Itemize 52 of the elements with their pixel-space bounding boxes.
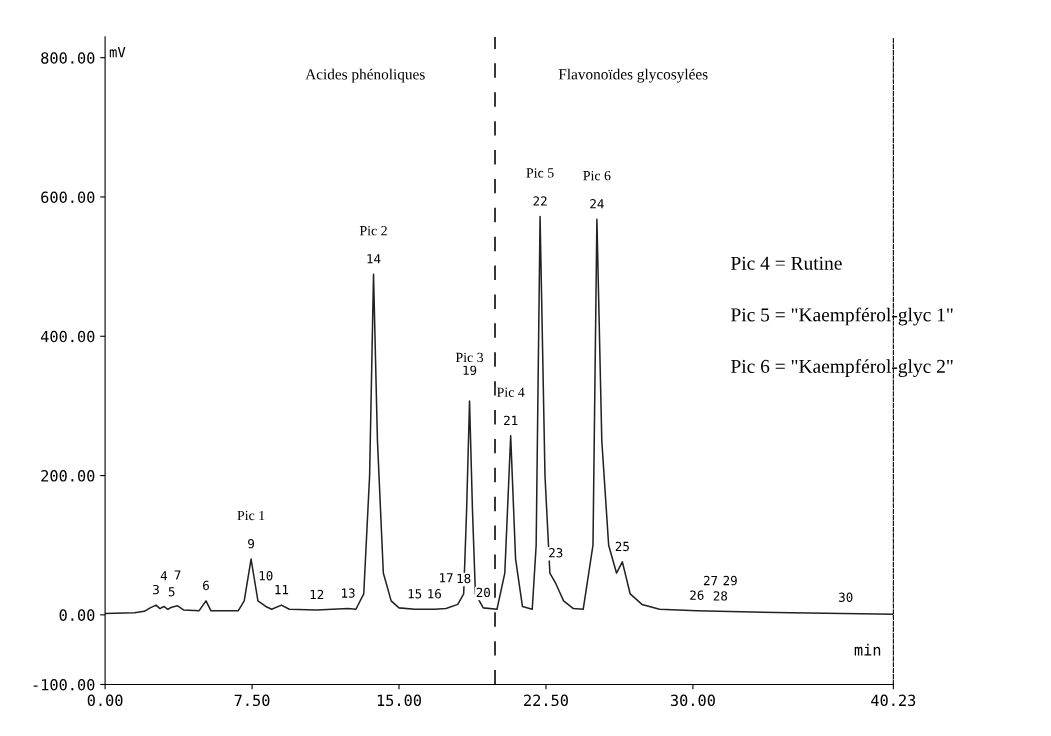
annotation: 16 <box>428 589 441 599</box>
annotation: 29 <box>723 575 737 586</box>
annotation: Flavonoïdes glycosylées <box>558 68 708 83</box>
annotation: 13 <box>342 588 355 598</box>
annotation: 27 <box>703 575 718 586</box>
annotation: Pic 5 <box>526 168 554 178</box>
annotation: 20 <box>476 587 490 598</box>
x-tick-label: 7.50 <box>234 694 270 707</box>
annotation: 28 <box>713 591 728 601</box>
annotation: Pic 2 <box>359 226 387 236</box>
x-tick-label: 22.50 <box>524 694 568 707</box>
y-tick-label: 400.00 <box>40 330 95 343</box>
y-tick-label: 0.00 <box>59 609 95 621</box>
annotation: 9 <box>248 538 254 549</box>
annotation: 21 <box>504 415 518 425</box>
annotation: 5 <box>168 587 175 597</box>
y-tick-label: 200.00 <box>41 470 95 482</box>
annotation: 19 <box>463 365 477 375</box>
x-tick-label: 30.00 <box>670 694 715 707</box>
x-tick-label: 15.00 <box>377 694 422 707</box>
annotation: 18 <box>457 573 471 584</box>
annotation: 26 <box>690 590 704 600</box>
y-tick-label: 800.00 <box>41 52 95 64</box>
annotation: Pic 4 <box>497 387 525 397</box>
x-tick-label: 0.00 <box>87 694 123 707</box>
annotation: 25 <box>615 541 629 552</box>
annotation: 30 <box>839 592 853 602</box>
y-tick-label: -100.00 <box>33 678 95 691</box>
annotation: 15 <box>408 589 422 599</box>
annotation: Pic 4 = Rutine <box>731 256 842 270</box>
annotation: Pic 5 = "Kaempférol-glyc 1" <box>731 307 953 326</box>
y-tick-label: 600.00 <box>41 191 95 204</box>
annotation: 4 <box>160 571 168 581</box>
annotation: Pic 3 <box>455 352 484 363</box>
annotation: 14 <box>367 254 381 264</box>
annotation: Pic 1 <box>237 510 265 521</box>
annotation: 11 <box>275 585 289 595</box>
annotation: 12 <box>310 589 324 600</box>
annotation: 3 <box>153 584 159 595</box>
annotation: Pic 6 = "Kaempférol-glyc 2" <box>731 359 953 377</box>
annotation: 23 <box>549 548 563 558</box>
annotation: 10 <box>259 570 273 581</box>
annotation: Pic 6 <box>583 171 611 181</box>
x-tick-label: 40.23 <box>871 694 916 707</box>
annotation: 7 <box>174 570 181 580</box>
annotation: Acides phénoliques <box>305 68 425 83</box>
annotation: 24 <box>590 199 604 209</box>
annotation: 17 <box>440 573 453 583</box>
annotation: 6 <box>203 580 209 591</box>
y-axis-title: mV <box>109 47 126 58</box>
annotation: 22 <box>533 196 547 206</box>
x-axis-title: min <box>854 643 881 656</box>
